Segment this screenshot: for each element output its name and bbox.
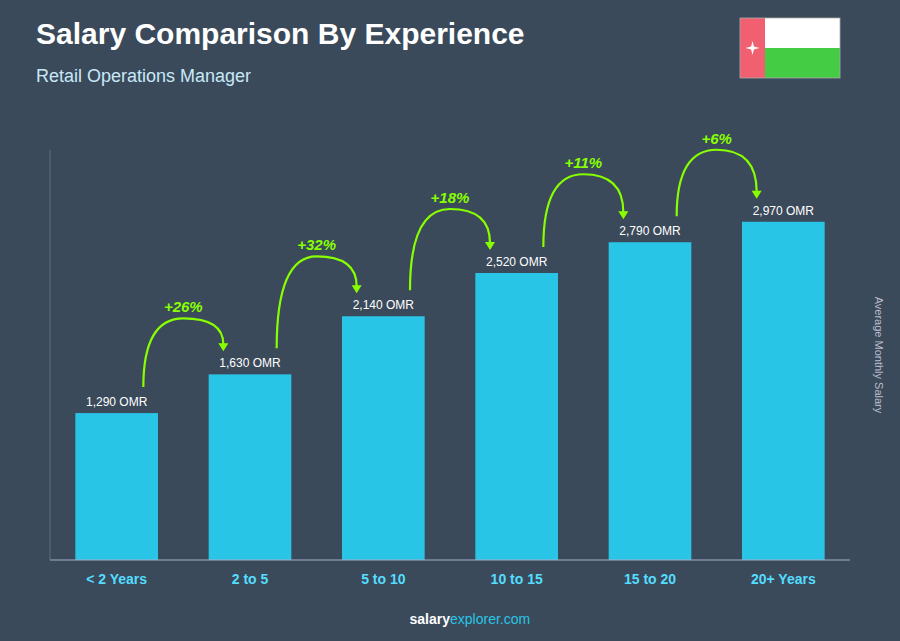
bars	[75, 222, 824, 560]
data-label: 1,290 OMR	[86, 395, 148, 409]
x-tick-label: 10 to 15	[491, 571, 543, 587]
title: Salary Comparison By Experience	[36, 17, 525, 50]
pct-arrowhead	[485, 242, 495, 250]
pct-label: +6%	[701, 130, 731, 147]
flag	[740, 18, 840, 78]
flag-emblem	[746, 41, 760, 55]
pct-arrowhead	[352, 285, 362, 293]
pct-label: +18%	[431, 189, 470, 206]
y-axis-line	[50, 150, 51, 560]
footer-brand: salary	[410, 611, 451, 627]
pct-label: +32%	[297, 236, 336, 253]
data-label: 2,140 OMR	[353, 298, 415, 312]
pct-arrow	[410, 209, 495, 290]
pct-arrowhead	[618, 211, 628, 219]
bar	[209, 374, 292, 560]
pct-arrowhead	[218, 343, 228, 351]
subtitle: Retail Operations Manager	[36, 66, 251, 86]
x-tick-label: < 2 Years	[86, 571, 147, 587]
chart-svg: Salary Comparison By Experience Retail Op…	[0, 0, 900, 641]
pct-arrow	[543, 174, 628, 247]
flag-red	[740, 18, 765, 78]
pct-label: +26%	[164, 298, 203, 315]
data-label: 2,970 OMR	[753, 204, 815, 218]
data-label: 2,520 OMR	[486, 255, 548, 269]
pct-arc	[677, 150, 757, 217]
pct-arc	[143, 318, 223, 387]
flag-green	[765, 48, 840, 78]
footer-domain: explorer.com	[450, 611, 530, 627]
bar	[475, 273, 558, 560]
x-tick-label: 20+ Years	[751, 571, 816, 587]
background	[0, 0, 900, 641]
pct-arc	[277, 256, 357, 348]
bar	[609, 242, 692, 560]
baseline	[50, 560, 850, 561]
flag-border	[740, 18, 840, 78]
bar	[342, 316, 425, 560]
bar	[742, 222, 825, 560]
pct-arc	[410, 209, 490, 290]
pct-arrow	[143, 318, 228, 387]
pct-arc	[543, 174, 623, 247]
x-tick-label: 15 to 20	[624, 571, 676, 587]
pct-arrowhead	[752, 191, 762, 199]
data-label: 1,630 OMR	[219, 356, 281, 370]
bar	[75, 413, 158, 560]
chart-container: Salary Comparison By Experience Retail Op…	[0, 0, 900, 641]
x-tick-label: 2 to 5	[232, 571, 269, 587]
pct-label: +11%	[564, 154, 602, 171]
x-tick-label: 5 to 10	[361, 571, 406, 587]
flag-white	[765, 18, 840, 48]
pct-arrow	[677, 150, 762, 217]
pct-arrow	[277, 256, 362, 348]
data-label: 2,790 OMR	[619, 224, 681, 238]
y-axis-label: Average Monthly Salary	[873, 297, 885, 414]
